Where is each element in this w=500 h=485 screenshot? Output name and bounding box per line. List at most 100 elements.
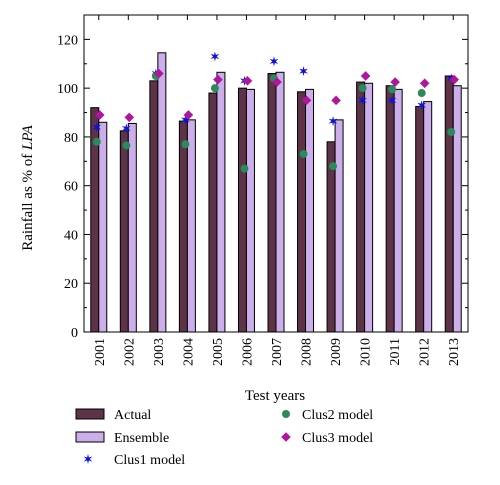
legend-label: Ensemble: [114, 431, 169, 446]
x-tick-label: 2001: [93, 338, 108, 366]
series-layer: [90, 51, 462, 333]
point-clus2-model: [358, 84, 367, 93]
x-tick-label: 2003: [152, 338, 167, 366]
point-clus3-model: [331, 95, 341, 106]
point-clus1-model: [358, 95, 367, 106]
point-clus2-model: [447, 128, 456, 137]
bar-ensemble: [157, 52, 167, 333]
point-clus2-model: [329, 162, 338, 171]
point-clus1-model: [269, 56, 279, 67]
bar-ensemble: [305, 88, 315, 333]
x-tick-label: 2005: [211, 338, 226, 366]
point-clus1-model: [417, 100, 427, 111]
point-clus3-model: [419, 78, 430, 89]
bar-actual: [267, 73, 277, 333]
legend-item: Actual: [75, 408, 151, 423]
x-tick-label: 2010: [359, 338, 374, 366]
point-clus3-model: [213, 74, 223, 85]
x-tick-label: 2004: [181, 338, 196, 366]
y-tick-label: 40: [64, 228, 78, 243]
point-clus3-model: [272, 77, 282, 87]
legend-item: Ensemble: [75, 431, 169, 446]
point-clus3-model: [124, 112, 135, 123]
legend-swatch: [75, 408, 105, 420]
bar-ensemble: [452, 85, 462, 333]
bar-ensemble: [423, 101, 433, 333]
x-tick-label: 2007: [270, 338, 285, 366]
y-axis-label: Rainfall as % of LPA: [20, 124, 36, 250]
point-clus3-model: [154, 68, 164, 79]
legend-label: Actual: [114, 408, 151, 423]
legend-swatch: [75, 431, 105, 443]
y-tick-label: 80: [64, 131, 78, 146]
bar-actual: [237, 87, 247, 333]
point-clus1-model: [299, 66, 308, 77]
x-axis-label: Test years: [245, 388, 305, 404]
point-clus3-model: [301, 95, 312, 106]
bar-actual: [149, 80, 159, 333]
legend-marker: [282, 410, 290, 418]
legend-label: Clus3 model: [302, 431, 373, 446]
x-tick-label: 2011: [388, 338, 403, 365]
bar-actual: [444, 75, 454, 333]
point-clus3-model: [242, 76, 253, 86]
legend-item: Clus1 model: [83, 453, 185, 468]
bar-actual: [326, 141, 336, 333]
point-clus2-model: [240, 164, 249, 173]
x-tick-label: 2013: [447, 338, 462, 366]
point-clus3-model: [360, 71, 371, 81]
point-clus1-model: [328, 116, 338, 127]
y-tick-label: 0: [71, 326, 78, 341]
bar-ensemble: [393, 88, 403, 333]
point-clus3-model: [449, 74, 460, 85]
bar-actual: [178, 120, 188, 333]
bar-ensemble: [186, 119, 196, 333]
point-clus2-model: [210, 84, 219, 93]
point-clus1-model: [92, 122, 102, 133]
point-clus1-model: [387, 95, 397, 106]
bar-actual: [208, 92, 218, 333]
point-clus3-model: [183, 110, 194, 120]
legend-marker: [281, 432, 291, 442]
x-tick-label: 2009: [329, 338, 344, 366]
point-clus3-model: [94, 110, 105, 120]
x-tick-label: 2006: [240, 338, 255, 366]
bar-actual: [356, 81, 366, 333]
bar-ensemble: [98, 121, 108, 333]
point-clus1-model: [181, 114, 190, 125]
point-clus2-model: [92, 137, 101, 146]
point-clus1-model: [210, 51, 220, 62]
legend-item: Clus2 model: [282, 408, 373, 423]
x-tick-label: 2002: [122, 338, 137, 366]
legend-label: Clus1 model: [114, 453, 185, 468]
bar-ensemble: [127, 123, 137, 333]
point-clus2-model: [122, 141, 131, 150]
point-clus1-model: [121, 123, 131, 134]
point-clus2-model: [299, 149, 308, 158]
bar-ensemble: [216, 71, 226, 333]
bar-ensemble: [245, 88, 255, 333]
x-tick-label: 2008: [300, 338, 315, 366]
x-axis: 2001 2002 2003 2004 2005 2006 2007 2008 2009 2010…: [93, 15, 462, 366]
legend-marker: [83, 454, 93, 464]
point-clus2-model: [181, 140, 190, 149]
bar-actual: [297, 91, 307, 333]
legend-item: Clus3 model: [281, 431, 373, 446]
x-tick-label: 2012: [418, 338, 433, 366]
bar-ensemble: [364, 82, 374, 333]
y-tick-label: 20: [64, 277, 78, 292]
point-clus3-model: [390, 77, 400, 87]
point-clus2-model: [388, 85, 397, 94]
legend: Actual Ensemble Clus1 model Clus2 model Clus…: [75, 408, 373, 468]
y-tick-label: 100: [57, 82, 78, 97]
bar-actual: [415, 105, 425, 333]
bar-ensemble: [334, 119, 344, 333]
y-axis: 0 20 40 60 80 100 120: [57, 14, 468, 341]
point-clus2-model: [417, 89, 426, 98]
bar-actual: [119, 130, 129, 333]
y-tick-label: 60: [64, 180, 78, 195]
bar-actual: [385, 85, 395, 333]
legend-label: Clus2 model: [302, 408, 373, 423]
y-tick-label: 120: [57, 33, 78, 48]
